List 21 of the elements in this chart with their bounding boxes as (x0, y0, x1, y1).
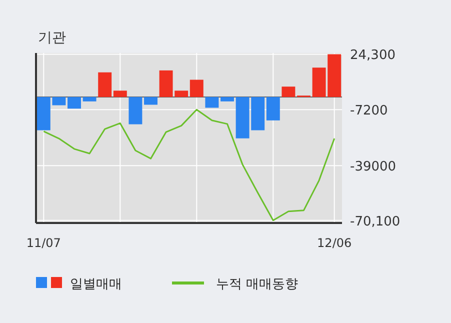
chart-title: 기관 (38, 30, 66, 46)
y-tick-label: 24,300 (350, 48, 396, 64)
y-tick-label: -70,100 (350, 214, 400, 230)
bar (128, 96, 142, 124)
y-tick-label: -39000 (350, 160, 396, 175)
bar (266, 96, 280, 120)
x-tick-label: 12/06 (317, 236, 352, 250)
bar (144, 96, 158, 105)
x-tick-label: 11/07 (26, 236, 61, 250)
legend-label: 일별매매 (70, 277, 122, 292)
legend-label: 누적 매매동향 (216, 277, 298, 292)
y-tick-label: -7200 (350, 104, 388, 119)
bar (190, 80, 204, 97)
bar (113, 90, 127, 97)
bar (98, 72, 112, 97)
bar (68, 96, 81, 109)
bar (82, 96, 96, 102)
bar (220, 96, 234, 102)
bar (205, 96, 219, 108)
bar (282, 86, 296, 97)
line-series (42, 108, 336, 222)
